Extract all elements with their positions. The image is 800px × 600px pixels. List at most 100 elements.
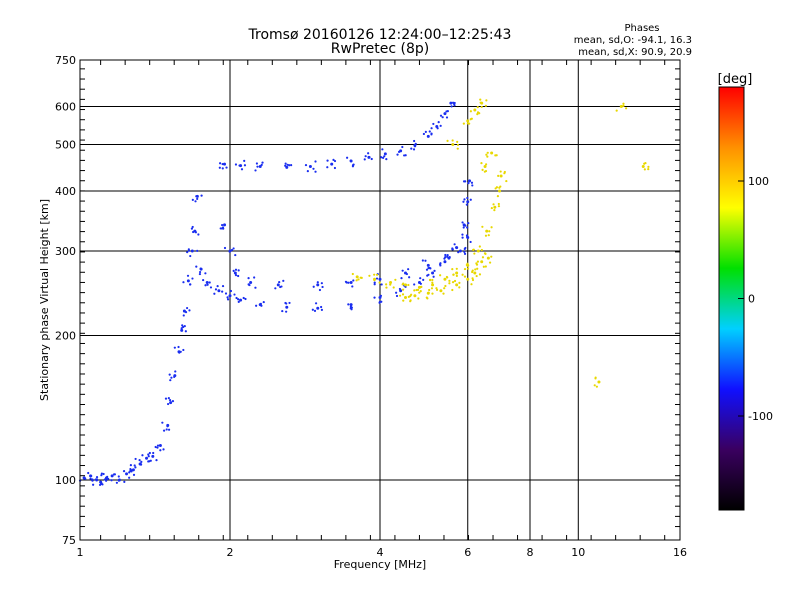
data-point [349, 159, 352, 162]
data-point [435, 288, 439, 291]
data-point [484, 234, 488, 237]
data-point [316, 283, 320, 287]
data-point [476, 267, 479, 270]
data-point [311, 308, 314, 311]
data-point [117, 479, 121, 482]
data-point [595, 385, 598, 388]
data-point [375, 273, 379, 276]
data-point [223, 246, 227, 250]
data-point [446, 255, 449, 258]
data-point [392, 286, 395, 289]
data-point [443, 257, 446, 260]
data-point [466, 226, 469, 229]
data-point [469, 110, 472, 113]
data-point [476, 113, 479, 116]
data-point [463, 198, 466, 201]
data-point [217, 289, 221, 293]
data-point [129, 469, 132, 473]
data-point [451, 143, 455, 147]
data-point [380, 156, 383, 159]
data-point [426, 297, 429, 300]
data-point [467, 182, 470, 185]
data-point [463, 247, 466, 251]
x-tick-label: 8 [527, 546, 534, 559]
y-axis-label: Stationary phase Virtual Height [km] [38, 199, 51, 401]
data-point [619, 105, 623, 108]
data-point [349, 280, 353, 284]
data-point [112, 473, 116, 476]
data-point [91, 479, 94, 482]
data-point [350, 306, 353, 309]
legend-line-o: mean, sd,O: -94.1, 16.3 [574, 35, 692, 46]
data-point [202, 278, 205, 282]
data-point [395, 291, 398, 294]
data-point [235, 296, 238, 300]
data-point [424, 259, 427, 262]
data-point [463, 267, 467, 271]
data-point [402, 299, 405, 302]
data-point [84, 477, 87, 480]
data-point [249, 280, 253, 284]
data-point [475, 274, 478, 278]
data-point [191, 225, 194, 229]
data-point [219, 227, 222, 230]
data-point [431, 281, 434, 284]
data-point [169, 379, 172, 382]
data-point [471, 184, 474, 187]
data-point [486, 256, 490, 260]
data-point [314, 160, 317, 163]
data-point [490, 206, 493, 210]
data-point [403, 296, 407, 300]
data-point [421, 259, 424, 262]
data-point [233, 271, 237, 275]
data-point [318, 288, 322, 292]
data-point [451, 101, 455, 104]
data-point [452, 273, 455, 276]
data-point [625, 107, 628, 110]
data-point [427, 291, 430, 294]
data-point [174, 370, 177, 373]
data-point [155, 459, 158, 462]
colorbar-label: [deg] [718, 72, 753, 87]
data-point [316, 281, 319, 284]
data-point [426, 134, 430, 138]
data-point [226, 298, 230, 301]
data-point [379, 294, 383, 297]
data-point [463, 250, 466, 254]
data-point [598, 380, 601, 384]
y-tick-label: 400 [55, 185, 76, 198]
data-point [166, 402, 170, 406]
data-point [484, 265, 487, 268]
data-point [239, 298, 243, 302]
data-point [451, 139, 454, 142]
data-point [464, 224, 467, 227]
data-point [95, 476, 99, 479]
data-point [281, 309, 284, 313]
data-point [373, 273, 376, 276]
data-point [383, 152, 387, 156]
data-point [456, 140, 459, 144]
data-point [505, 179, 508, 183]
data-point [228, 250, 231, 253]
data-point [364, 155, 367, 158]
data-point [466, 277, 470, 281]
data-point [473, 252, 476, 255]
data-point [333, 166, 337, 170]
data-point [443, 277, 447, 281]
data-point [455, 283, 459, 287]
data-point [437, 121, 440, 124]
data-point [182, 314, 185, 317]
chart-title: Tromsø 20160126 12:24:00–12:25:43 [248, 27, 512, 43]
data-point [444, 284, 447, 288]
data-point [223, 162, 227, 166]
y-tick-label: 200 [55, 330, 76, 343]
data-point [237, 298, 240, 301]
data-point [229, 289, 233, 293]
data-point [453, 279, 457, 283]
data-point [594, 376, 597, 379]
colorbar-tick-label: 100 [748, 175, 769, 188]
data-point [431, 278, 434, 282]
data-point [162, 429, 166, 432]
data-point [254, 286, 257, 289]
data-point [404, 283, 408, 287]
